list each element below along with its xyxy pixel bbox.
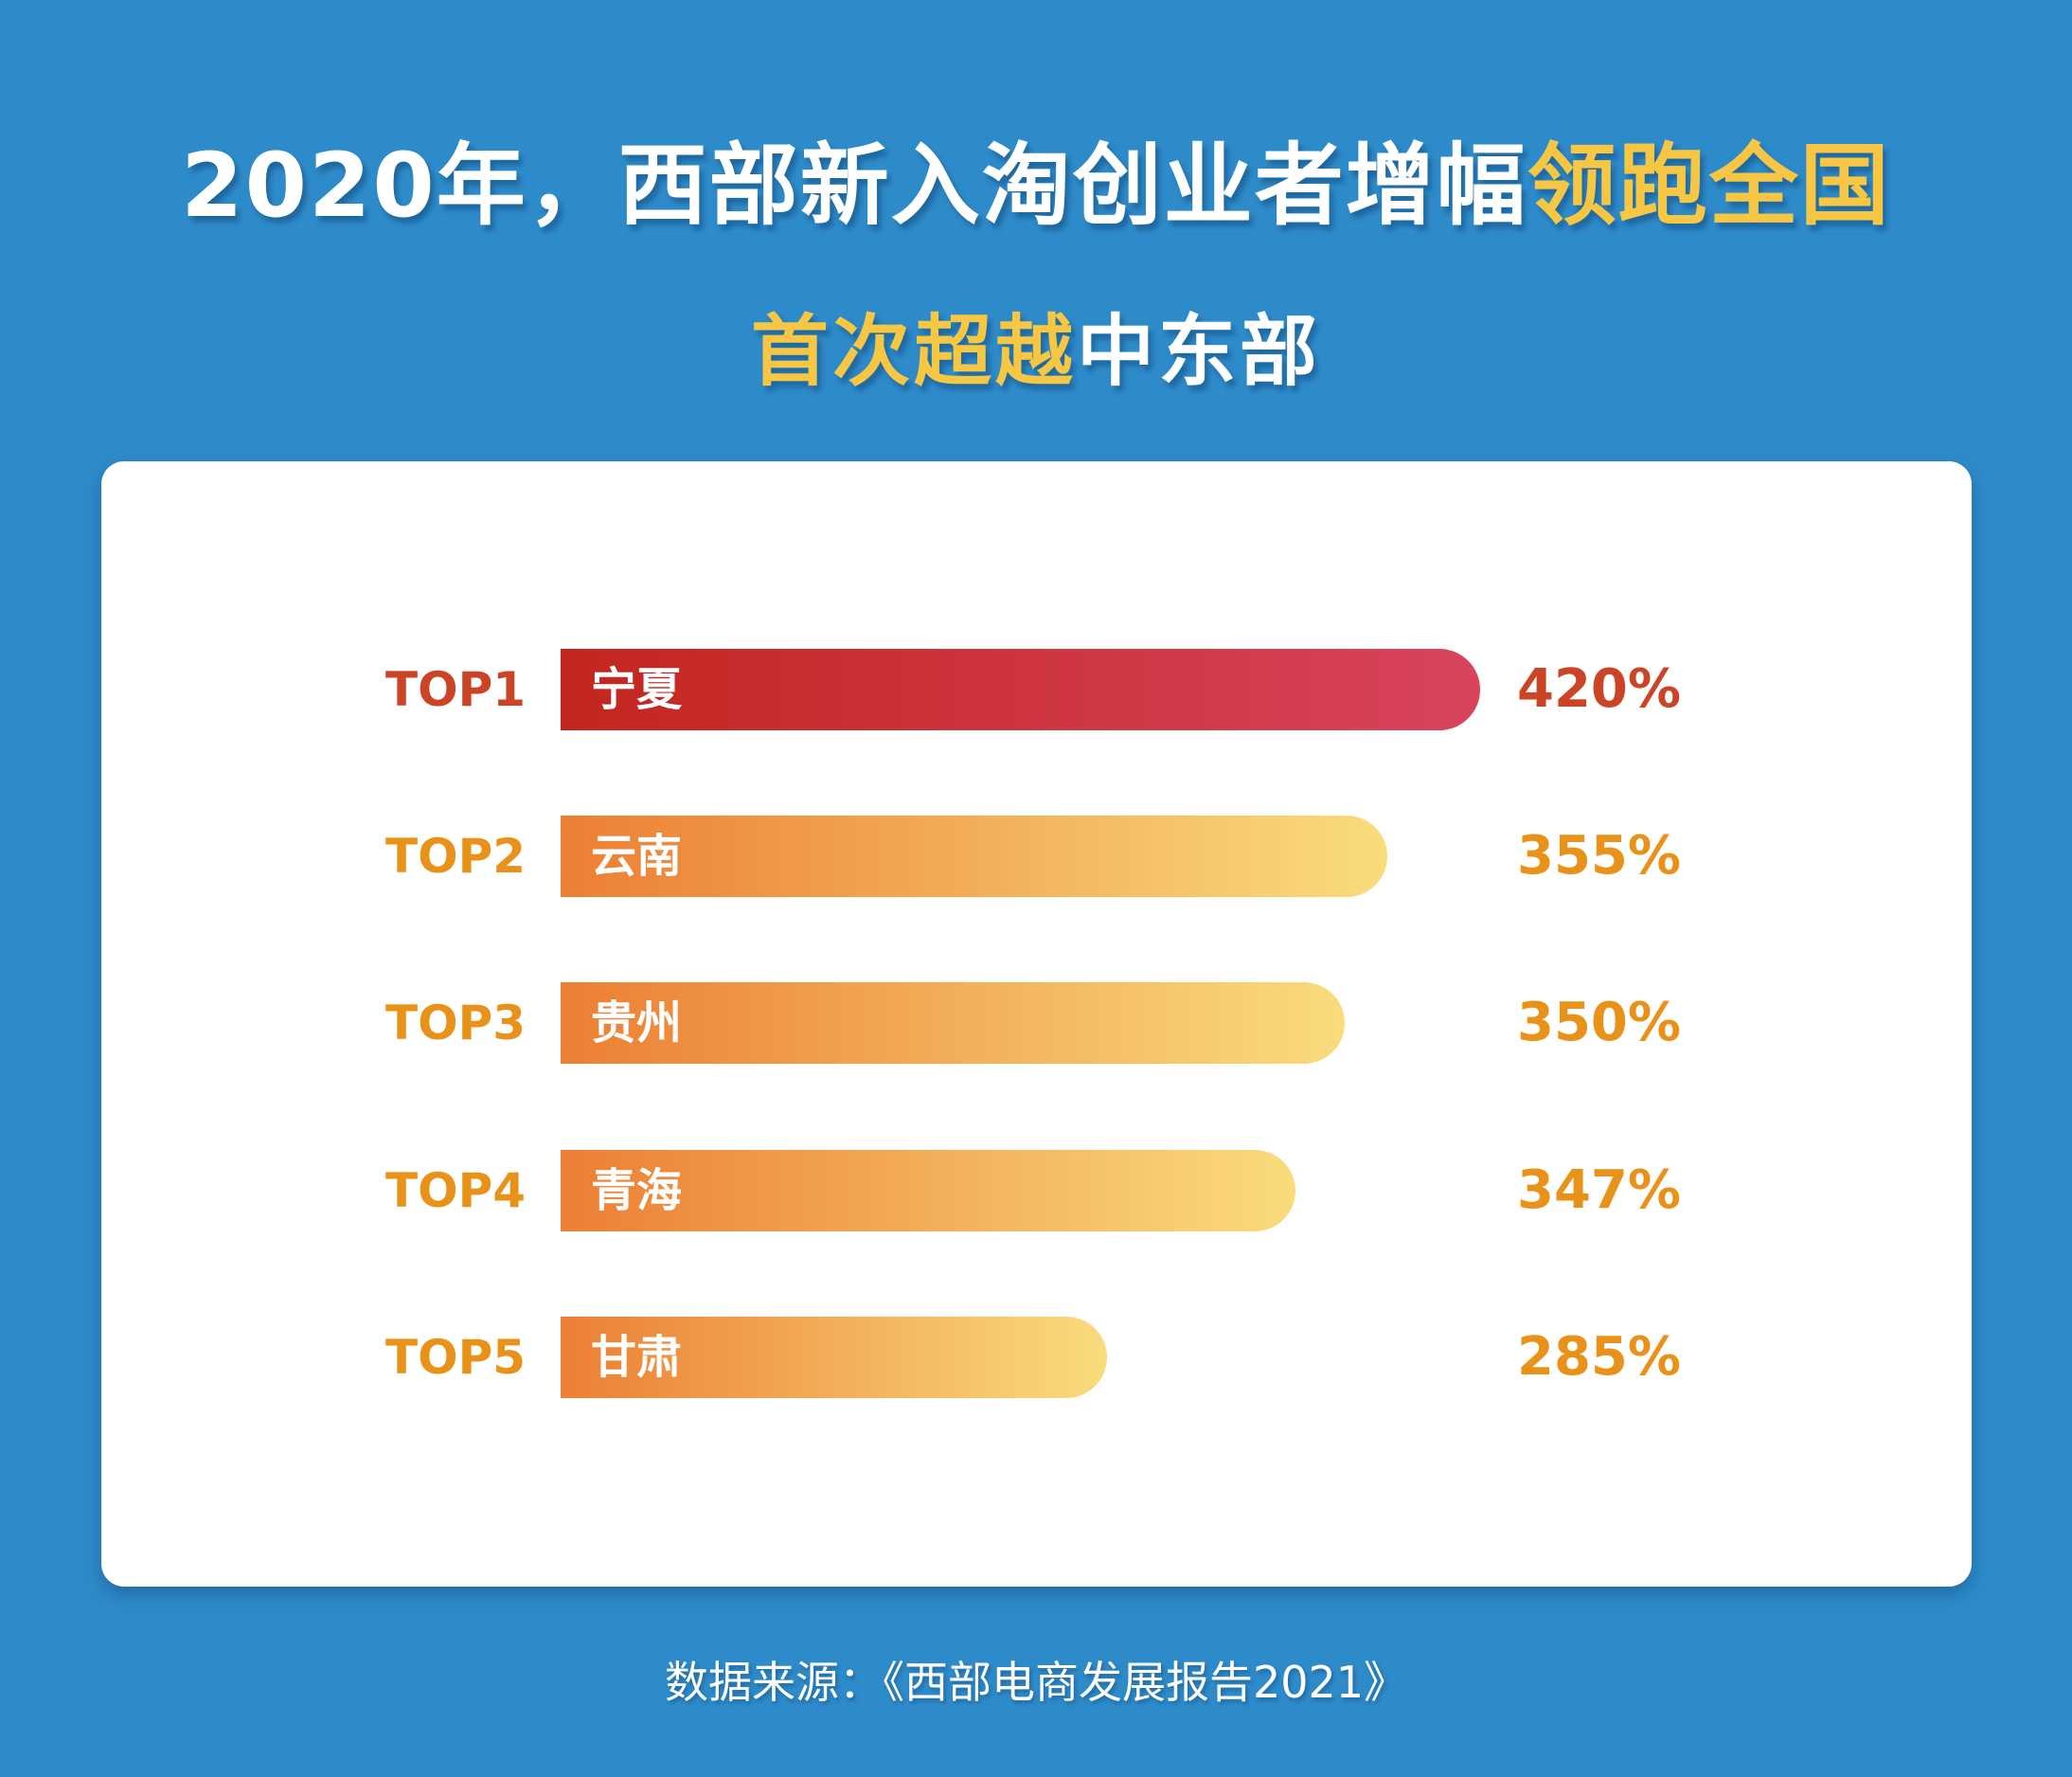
bar-category-label: 云南	[591, 830, 683, 883]
rank-label: TOP5	[385, 1330, 527, 1385]
bar-value: 347%	[1516, 1159, 1681, 1221]
bar-row-3: TOP3 贵州 350%	[101, 982, 1972, 1064]
rank-label: TOP3	[385, 996, 527, 1050]
bar-value: 285%	[1516, 1326, 1681, 1388]
bar: 宁夏	[561, 649, 1480, 730]
rank-label: TOP4	[385, 1163, 527, 1218]
subtitle-highlight: 首次超越	[750, 307, 1077, 397]
chart-card: TOP1 宁夏 420% TOP2 云南 355% TOP3 贵州 350% T…	[101, 461, 1972, 1587]
subtitle-main: 中东部	[1077, 307, 1322, 397]
bar-row-2: TOP2 云南 355%	[101, 816, 1972, 897]
bar-category-label: 甘肃	[591, 1331, 683, 1384]
bar-value: 420%	[1516, 658, 1681, 720]
chart-subtitle: 首次超越中东部	[0, 288, 2072, 401]
rank-label: TOP1	[385, 662, 527, 717]
data-source: 数据来源：《西部电商发展报告2021》	[664, 1657, 1408, 1708]
bar-row-5: TOP5 甘肃 285%	[101, 1317, 1972, 1398]
chart-title: 2020年，西部新入淘创业者增幅领跑全国	[0, 114, 2072, 242]
bar-row-4: TOP4 青海 347%	[101, 1150, 1972, 1231]
rank-label: TOP2	[385, 829, 527, 884]
title-main: 2020年，西部新入淘创业者增幅	[181, 135, 1527, 238]
bar: 云南	[561, 816, 1387, 897]
title-highlight: 领跑全国	[1527, 135, 1891, 238]
bar-value: 355%	[1516, 825, 1681, 887]
bar: 青海	[561, 1150, 1295, 1231]
bar-category-label: 青海	[591, 1164, 683, 1217]
bar-category-label: 贵州	[591, 996, 683, 1050]
bar-value: 350%	[1516, 992, 1681, 1053]
bar-row-1: TOP1 宁夏 420%	[101, 649, 1972, 730]
bar: 甘肃	[561, 1317, 1107, 1398]
bar: 贵州	[561, 982, 1345, 1064]
bar-category-label: 宁夏	[591, 663, 683, 716]
